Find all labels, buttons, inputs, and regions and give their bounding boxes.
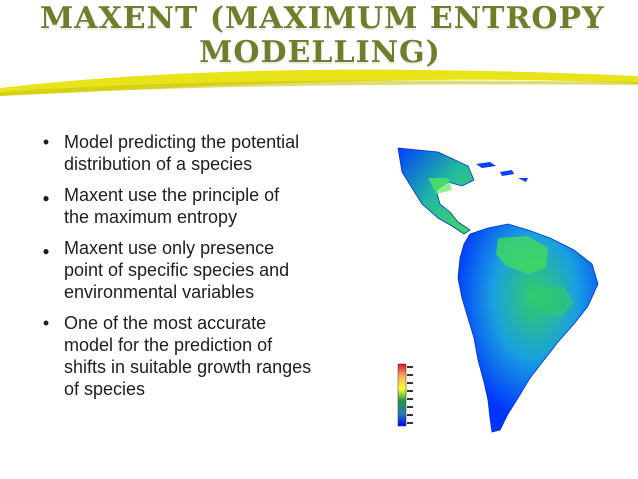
bullet-marker: ● [42,191,50,205]
map-legend-ticks [407,366,413,424]
slide-title-line-2: MODELLING) [199,35,441,70]
map-high-suitability-zone [428,178,452,194]
bullet-text: Model predicting the potential distribut… [64,132,300,174]
bullet-item: ● Maxent use the principle of the maximu… [36,184,376,228]
map-high-suitability-zone [496,236,548,274]
bullet-text: Maxent use only presence point of specif… [64,238,290,302]
map-south-america [457,223,599,433]
bullet-marker: • [42,132,50,152]
bullet-list: • Model predicting the potential distrib… [36,131,376,409]
bullet-text: One of the most accurate model for the p… [64,313,312,399]
map-caribbean-islands [476,162,528,182]
bullet-item: ● Maxent use only presence point of spec… [36,237,376,303]
bullet-item: • One of the most accurate model for the… [36,312,376,400]
title-swoosh-decoration [0,69,638,96]
map-legend-bar [397,363,407,427]
bullet-text: Maxent use the principle of the maximum … [64,185,280,227]
slide-title: MAXENT (MAXIMUM ENTROPY MODELLING) [40,1,605,70]
bullet-marker: ● [42,244,50,258]
bullet-item: • Model predicting the potential distrib… [36,131,376,175]
slide-title-line-1: MAXENT (MAXIMUM ENTROPY [40,1,605,36]
map-high-suitability-zone [538,286,574,318]
bullet-marker: • [42,313,50,333]
maxent-suitability-map [397,147,599,433]
